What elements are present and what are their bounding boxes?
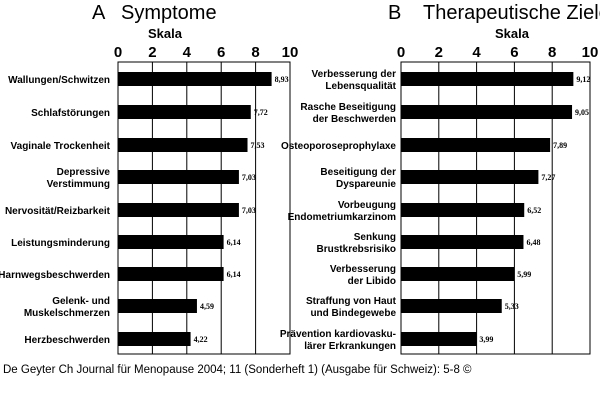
category-label: Schlafstörungen (31, 108, 110, 119)
panel-title: Symptome (121, 2, 217, 24)
category-label-line: Straffung von Haut (306, 296, 397, 307)
category-label: Vaginale Trockenheit (11, 141, 111, 152)
category-label: Straffung von Haut und Bindegewebe (306, 296, 397, 319)
category-label: Osteoporoseprophylaxe (281, 141, 396, 152)
category-label-line: Prävention kardiovasku- (280, 329, 396, 340)
bar (118, 203, 239, 217)
axis-title: Skala (495, 26, 530, 41)
category-label: Senkung Brustkrebsrisiko (317, 232, 396, 255)
bar (401, 170, 539, 184)
category-label-line: der Libido (348, 276, 396, 287)
category-label-line: Rasche Beseitigung (300, 102, 396, 113)
category-label: Leistungsminderung (11, 238, 110, 249)
category-label-line: Verbesserung der (312, 69, 397, 80)
tick-label: 6 (510, 44, 518, 61)
category-label: Vorbeugung Endometriumkarzinom (288, 200, 396, 223)
tick-label: 0 (114, 44, 122, 61)
category-label: Rasche Beseitigung der Beschwerden (300, 102, 396, 125)
data-label: 6,14 (227, 270, 241, 279)
data-label: 7,89 (553, 141, 567, 150)
bar (118, 105, 251, 119)
category-label-line: Brustkrebsrisiko (317, 244, 396, 255)
bar (401, 203, 525, 217)
category-label-line: Muskelschmerzen (24, 308, 110, 319)
category-label: Verbesserung der Libido (330, 264, 396, 287)
data-label: 7,27 (541, 173, 555, 182)
category-label-line: Vorbeugung (338, 200, 396, 211)
data-label: 5,33 (505, 302, 519, 311)
tick-label: 8 (251, 44, 259, 61)
category-label-line: Depressive (57, 167, 111, 178)
panel-symptome: A Symptome Skala 0 2 4 6 8 10 8,93 Wallungen/Schwi… (0, 2, 299, 355)
panel-letter: B (388, 2, 401, 24)
bar (401, 235, 524, 249)
bar (401, 299, 502, 313)
panel-therapeutische-ziele: B Therapeutische Ziele Skala 0 2 4 6 8 10 9,12 Ver… (280, 2, 600, 355)
tick-label: 4 (183, 44, 192, 61)
panel-letter: A (92, 2, 106, 24)
bar (118, 332, 191, 346)
data-label: 5,99 (517, 270, 531, 279)
bar (118, 267, 224, 281)
data-label: 6,14 (227, 238, 241, 247)
category-label-line: Beseitigung der (320, 167, 396, 178)
data-label: 7,03 (242, 173, 256, 182)
data-label: 7,03 (242, 206, 256, 215)
category-label: Depressive Verstimmung (47, 167, 111, 190)
data-label: 7,72 (254, 108, 268, 117)
data-label: 6,48 (526, 238, 540, 247)
bar (401, 267, 515, 281)
category-label: Harnwegsbeschwerden (0, 270, 110, 281)
bar (118, 235, 224, 249)
category-label-line: Verbesserung (330, 264, 396, 275)
bar (118, 72, 272, 86)
bar (401, 332, 477, 346)
bar (118, 170, 239, 184)
category-label-line: Endometriumkarzinom (288, 212, 396, 223)
data-label: 9,12 (576, 75, 590, 84)
source-caption: De Geyter Ch Journal für Menopause 2004;… (3, 364, 472, 376)
bar (401, 72, 574, 86)
tick-label: 4 (472, 44, 481, 61)
category-label: Prävention kardiovasku-lärer Erkrankunge… (280, 329, 396, 352)
tick-label: 2 (148, 44, 156, 61)
category-label-line: der Beschwerden (313, 114, 396, 125)
category-label: Verbesserung der Lebensqualität (312, 69, 397, 92)
axis-title: Skala (148, 26, 183, 41)
data-label: 6,52 (527, 206, 541, 215)
tick-label: 10 (282, 44, 299, 61)
data-label: 3,99 (479, 335, 493, 344)
category-label: Herzbeschwerden (24, 335, 110, 346)
category-label: Nervosität/Reizbarkeit (5, 206, 111, 217)
category-label: Beseitigung der Dyspareunie (320, 167, 396, 190)
category-label-line: Verstimmung (47, 179, 110, 190)
bar (401, 138, 551, 152)
category-label-line: lärer Erkrankungen (304, 341, 396, 352)
category-label-line: Lebensqualität (325, 81, 396, 92)
tick-label: 2 (435, 44, 443, 61)
data-label: 8,93 (275, 75, 289, 84)
bar (401, 105, 573, 119)
tick-label: 8 (548, 44, 556, 61)
data-label: 9,05 (575, 108, 589, 117)
bar (118, 299, 197, 313)
panel-title: Therapeutische Ziele (423, 2, 600, 24)
category-label: Wallungen/Schwitzen (8, 75, 110, 86)
category-label-line: und Bindegewebe (310, 308, 396, 319)
tick-label: 10 (582, 44, 599, 61)
bar (118, 138, 248, 152)
data-label: 4,59 (200, 302, 214, 311)
tick-label: 0 (397, 44, 405, 61)
category-label-line: Dyspareunie (336, 179, 396, 190)
data-label: 7,53 (251, 141, 265, 150)
data-label: 4,22 (194, 335, 208, 344)
tick-label: 6 (217, 44, 225, 61)
category-label: Gelenk- und Muskelschmerzen (24, 296, 110, 319)
category-label-line: Gelenk- und (52, 296, 110, 307)
category-label-line: Senkung (354, 232, 396, 243)
